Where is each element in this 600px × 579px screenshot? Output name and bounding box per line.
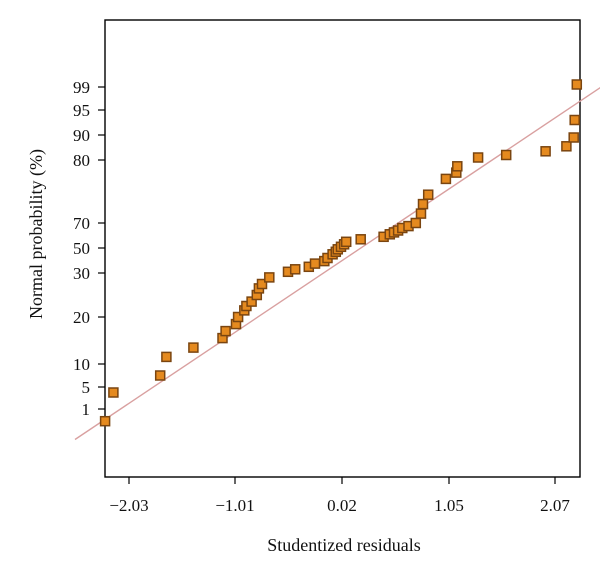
data-point <box>188 342 199 353</box>
x-tick-label: 0.02 <box>327 496 357 515</box>
data-point <box>355 234 366 245</box>
data-point <box>561 141 572 152</box>
y-tick-label: 5 <box>82 378 91 397</box>
data-points-group <box>99 79 583 427</box>
data-point <box>540 146 551 157</box>
y-tick-label: 10 <box>73 355 90 374</box>
y-tick-label: 70 <box>73 214 90 233</box>
data-point <box>440 173 452 185</box>
y-tick-label: 1 <box>82 400 91 419</box>
y-axis-title: Normal probability (%) <box>26 149 47 319</box>
y-tick-label: 95 <box>73 101 90 120</box>
data-point <box>289 264 301 275</box>
x-axis-title: Studentized residuals <box>267 535 420 555</box>
y-tick-label: 90 <box>73 126 90 145</box>
x-tick-label: −1.01 <box>215 496 254 515</box>
data-point <box>220 325 231 337</box>
x-tick-label: 2.07 <box>540 496 570 515</box>
data-point <box>410 217 422 229</box>
y-tick-label: 20 <box>73 308 90 327</box>
data-point <box>99 415 111 427</box>
x-axis: −2.03 −1.01 0.02 1.05 2.07 <box>109 477 570 515</box>
y-axis: 1 5 10 20 30 50 70 80 90 95 99 <box>73 78 105 419</box>
reference-line-group <box>74 86 600 441</box>
data-point <box>571 79 583 90</box>
x-tick-label: 1.05 <box>434 496 464 515</box>
data-point <box>108 387 119 398</box>
data-point <box>568 132 579 143</box>
data-point <box>422 189 434 200</box>
data-point <box>256 278 268 290</box>
data-point <box>415 208 427 219</box>
data-point <box>569 114 580 126</box>
y-tick-label: 99 <box>73 78 90 97</box>
y-tick-label: 30 <box>73 264 90 283</box>
x-tick-label: −2.03 <box>109 496 148 515</box>
y-tick-label: 80 <box>73 151 90 170</box>
data-point <box>417 198 429 210</box>
data-point <box>340 236 352 248</box>
reference-line <box>74 86 600 441</box>
data-point <box>472 152 484 163</box>
data-point <box>309 258 321 269</box>
data-point <box>232 311 244 323</box>
data-point <box>154 370 166 381</box>
data-point <box>500 149 512 161</box>
data-point <box>264 272 275 283</box>
y-tick-label: 50 <box>73 239 90 258</box>
data-point <box>161 351 172 363</box>
data-point <box>452 161 463 172</box>
